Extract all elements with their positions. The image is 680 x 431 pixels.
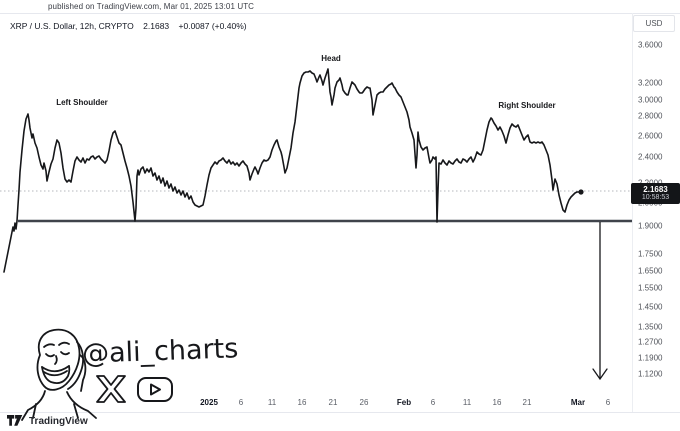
youtube-logo-icon	[137, 377, 173, 402]
last-price-dot	[578, 189, 584, 195]
price-axis-separator	[632, 13, 633, 412]
head-label: Head	[321, 54, 341, 63]
published-header: published on TradingView.com, Mar 01, 20…	[0, 0, 680, 14]
price-line	[3, 68, 582, 273]
footer-separator	[0, 412, 680, 413]
tradingview-brand-text: TradingView	[29, 415, 88, 427]
published-text: published on TradingView.com, Mar 01, 20…	[48, 2, 255, 11]
symbol-bar: XRP / U.S. Dollar, 12h, CRYPTO 2.1683 +0…	[10, 21, 247, 31]
price-change: +0.0087 (+0.40%)	[178, 21, 247, 31]
badge-price: 2.1683	[643, 184, 668, 194]
watermark-handle: @ali_charts	[81, 333, 239, 370]
last-price-badge: 2.1683 10:58:53	[631, 183, 680, 204]
tradingview-logo-icon	[7, 415, 23, 426]
symbol-title: XRP / U.S. Dollar, 12h, CRYPTO	[10, 21, 134, 31]
tradingview-footer-link[interactable]: TradingView	[7, 413, 88, 429]
x-logo-icon	[96, 375, 126, 403]
breakdown-arrow-head	[592, 368, 608, 381]
right-shoulder-label: Right Shoulder	[498, 101, 556, 110]
ali-charts-face-sketch	[21, 328, 97, 421]
badge-countdown: 10:58:53	[641, 194, 670, 202]
left-shoulder-label: Left Shoulder	[56, 98, 108, 107]
currency-label: USD	[633, 15, 675, 32]
last-price: 2.1683	[143, 21, 170, 31]
